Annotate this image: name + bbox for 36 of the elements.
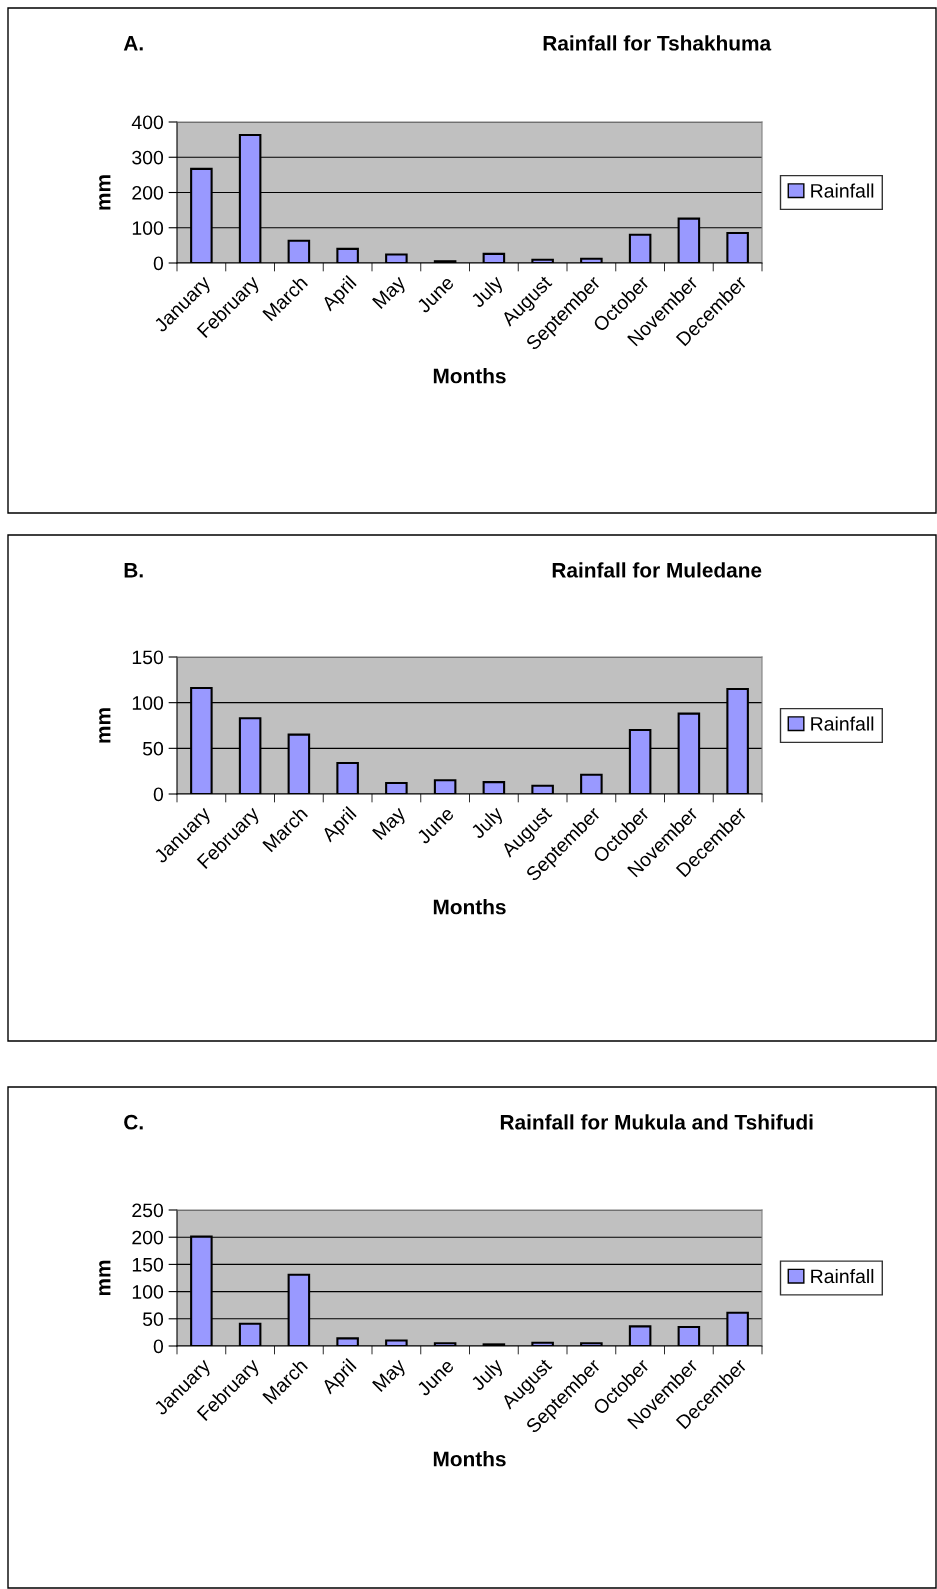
chart-title: Rainfall for Tshakhuma [543, 35, 772, 51]
y-tick-label: 300 [132, 150, 164, 165]
y-tick-label: 50 [142, 741, 164, 756]
x-tick-label: May [372, 1357, 410, 1395]
text: A. [123, 36, 143, 51]
x-tick-label: May [372, 274, 410, 312]
y-tick-label: 0 [153, 1339, 164, 1354]
legend-label: Rainfall [811, 1268, 874, 1284]
x-axis-title: Months [433, 368, 506, 384]
y-axis-title: mm [99, 708, 111, 743]
y-tick-label: 100 [132, 696, 164, 710]
chart-title: Rainfall for Muledane [552, 562, 762, 578]
y-tick-label: 250 [132, 1203, 164, 1218]
y-axis-title: mm [99, 1260, 111, 1296]
y-tick-label: 0 [153, 787, 164, 802]
y-tick-label: 150 [132, 650, 164, 665]
y-tick-label: 100 [132, 1285, 164, 1299]
y-tick-label: 150 [132, 1257, 164, 1272]
legend-label: Rainfall [811, 716, 874, 731]
y-tick-label: 400 [131, 115, 164, 130]
chart-title: Rainfall for Mukula and Tshifudi [500, 1114, 813, 1130]
y-tick-label: 0 [153, 256, 164, 271]
x-axis-title: Months [433, 899, 506, 915]
x-tick-label: July [469, 805, 507, 843]
x-tick-label: July [469, 1357, 507, 1395]
y-axis-title: mm [99, 175, 111, 210]
x-axis-title: Months [433, 1451, 506, 1467]
y-tick-label: 200 [132, 1230, 164, 1245]
y-tick-label: 50 [142, 1312, 164, 1327]
x-tick-label: July [469, 274, 507, 312]
x-tick-label: May [372, 805, 410, 843]
text: B. [124, 563, 143, 578]
legend-label: Rainfall [811, 183, 874, 198]
y-tick-label: 100 [132, 221, 164, 235]
text: C. [124, 1114, 143, 1130]
y-tick-label: 200 [132, 185, 164, 200]
